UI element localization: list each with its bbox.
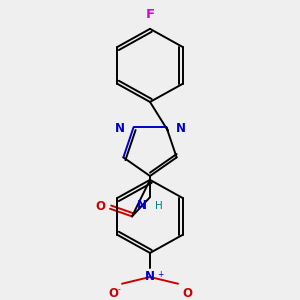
- Text: +: +: [157, 270, 164, 279]
- Text: O: O: [108, 286, 118, 300]
- Text: N: N: [137, 199, 147, 212]
- Text: O: O: [182, 286, 192, 300]
- Text: F: F: [146, 8, 154, 21]
- Text: N: N: [176, 122, 185, 135]
- Text: -: -: [118, 285, 121, 294]
- Text: O: O: [95, 200, 105, 213]
- Text: N: N: [115, 122, 124, 135]
- Text: N: N: [145, 270, 155, 283]
- Text: H: H: [155, 201, 163, 211]
